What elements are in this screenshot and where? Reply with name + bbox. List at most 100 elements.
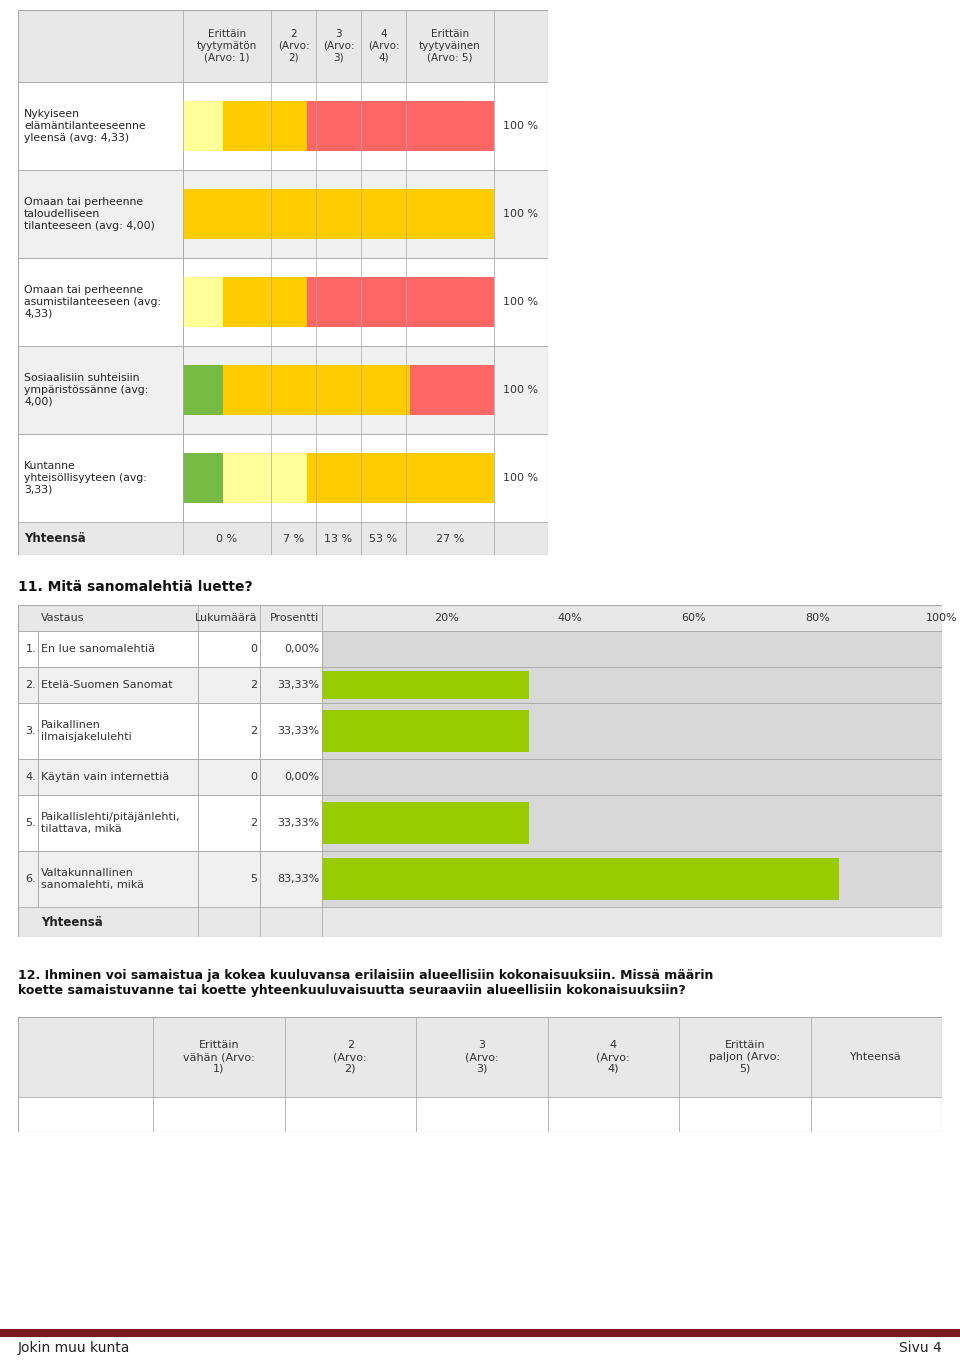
Text: 4
(Arvo:
4): 4 (Arvo: 4) (368, 29, 399, 63)
Bar (416, 1017, 547, 1097)
Bar (0, 1328, 960, 1337)
Bar (224, 454, 307, 503)
Bar (18, 522, 183, 555)
Bar (260, 668, 322, 703)
Bar (183, 345, 494, 435)
Bar (183, 365, 224, 414)
Bar (260, 851, 322, 908)
Text: Prosentti: Prosentti (270, 613, 319, 622)
Text: 13 %: 13 % (324, 533, 352, 543)
Text: Sosiaalisiin suhteisiin
ympäristössänne (avg:
4,00): Sosiaalisiin suhteisiin ympäristössänne … (24, 373, 149, 407)
Bar (810, 1017, 942, 1097)
Bar (307, 277, 494, 326)
Text: En lue sanomalehtiä: En lue sanomalehtiä (41, 644, 155, 654)
Text: 6.: 6. (25, 873, 36, 884)
Bar (183, 522, 271, 555)
Bar (198, 668, 260, 703)
Text: 1.: 1. (25, 644, 36, 654)
Text: 2: 2 (250, 727, 257, 736)
Bar (224, 365, 410, 414)
Text: 7 %: 7 % (283, 533, 304, 543)
Text: 12. Ihminen voi samaistua ja kokea kuuluvansa erilaisiin alueellisiin kokonaisuu: 12. Ihminen voi samaistua ja kokea kuulu… (18, 969, 713, 997)
Bar (260, 908, 322, 936)
Bar (183, 189, 494, 239)
Text: 27 %: 27 % (436, 533, 465, 543)
Bar (260, 795, 322, 851)
Text: Kuntanne
yhteisöllisyyteen (avg:
3,33): Kuntanne yhteisöllisyyteen (avg: 3,33) (24, 462, 147, 495)
Bar (322, 760, 942, 795)
Bar (322, 631, 942, 668)
Text: 3.: 3. (25, 727, 36, 736)
Bar (410, 365, 494, 414)
Bar (322, 795, 942, 851)
Text: 11. Mitä sanomalehtiä luette?: 11. Mitä sanomalehtiä luette? (18, 580, 252, 594)
Bar (153, 1017, 284, 1097)
Text: 3
(Arvo:
3): 3 (Arvo: 3) (323, 29, 354, 63)
Text: Omaan tai perheenne
taloudelliseen
tilanteeseen (avg: 4,00): Omaan tai perheenne taloudelliseen tilan… (24, 197, 155, 230)
Bar (38, 703, 198, 760)
Bar (494, 258, 548, 345)
Bar (198, 760, 260, 795)
Text: 100 %: 100 % (503, 298, 539, 307)
Bar (198, 908, 260, 936)
Bar (38, 851, 198, 908)
Bar (316, 10, 361, 82)
Bar (18, 170, 183, 258)
Bar (153, 1097, 284, 1132)
Bar (18, 10, 183, 82)
Bar (183, 101, 224, 151)
Text: 100 %: 100 % (503, 473, 539, 483)
Bar (810, 1097, 942, 1132)
Text: 20%: 20% (434, 613, 458, 622)
Text: 100 %: 100 % (503, 385, 539, 395)
Bar (547, 1017, 679, 1097)
Text: 100 %: 100 % (503, 121, 539, 132)
Bar (224, 277, 307, 326)
Text: 33,33%: 33,33% (276, 680, 319, 690)
Text: 0 %: 0 % (216, 533, 237, 543)
Text: 2: 2 (250, 680, 257, 690)
Bar (322, 668, 942, 703)
Bar (307, 454, 494, 503)
Bar (198, 703, 260, 760)
Text: Vastaus: Vastaus (41, 613, 84, 622)
Bar (494, 170, 548, 258)
Text: Erittäin
tyytymätön
(Arvo: 1): Erittäin tyytymätön (Arvo: 1) (197, 29, 257, 63)
Text: 4
(Arvo:
4): 4 (Arvo: 4) (596, 1041, 630, 1073)
Text: 60%: 60% (682, 613, 707, 622)
Bar (322, 802, 529, 845)
Bar (18, 1097, 153, 1132)
Bar (38, 795, 198, 851)
Bar (307, 101, 494, 151)
Bar (284, 1017, 416, 1097)
Text: 2
(Arvo:
2): 2 (Arvo: 2) (277, 29, 309, 63)
Bar (198, 795, 260, 851)
Text: Erittäin
paljon (Arvo:
5): Erittäin paljon (Arvo: 5) (709, 1041, 780, 1073)
Bar (18, 668, 38, 703)
Bar (18, 631, 38, 668)
Bar (260, 631, 322, 668)
Bar (494, 522, 548, 555)
Bar (679, 1017, 810, 1097)
Text: 4.: 4. (25, 772, 36, 781)
Text: 0: 0 (250, 772, 257, 781)
Bar (322, 672, 529, 699)
Text: 0,00%: 0,00% (284, 644, 319, 654)
Bar (18, 345, 183, 435)
Text: Jokin muu kunta: Jokin muu kunta (18, 1341, 131, 1355)
Text: 33,33%: 33,33% (276, 727, 319, 736)
Bar (322, 908, 942, 936)
Bar (406, 10, 494, 82)
Text: 40%: 40% (558, 613, 583, 622)
Text: 0,00%: 0,00% (284, 772, 319, 781)
Text: Lukumäärä: Lukumäärä (195, 613, 257, 622)
Text: Valtakunnallinen
sanomalehti, mikä: Valtakunnallinen sanomalehti, mikä (41, 868, 144, 890)
Bar (183, 454, 224, 503)
Bar (18, 1017, 153, 1097)
Bar (416, 1097, 547, 1132)
Bar (198, 851, 260, 908)
Bar (322, 851, 942, 908)
Text: Etelä-Suomen Sanomat: Etelä-Suomen Sanomat (41, 680, 173, 690)
Text: Nykyiseen
elämäntilanteeseenne
yleensä (avg: 4,33): Nykyiseen elämäntilanteeseenne yleensä (… (24, 110, 146, 143)
Text: 100%: 100% (926, 613, 958, 622)
